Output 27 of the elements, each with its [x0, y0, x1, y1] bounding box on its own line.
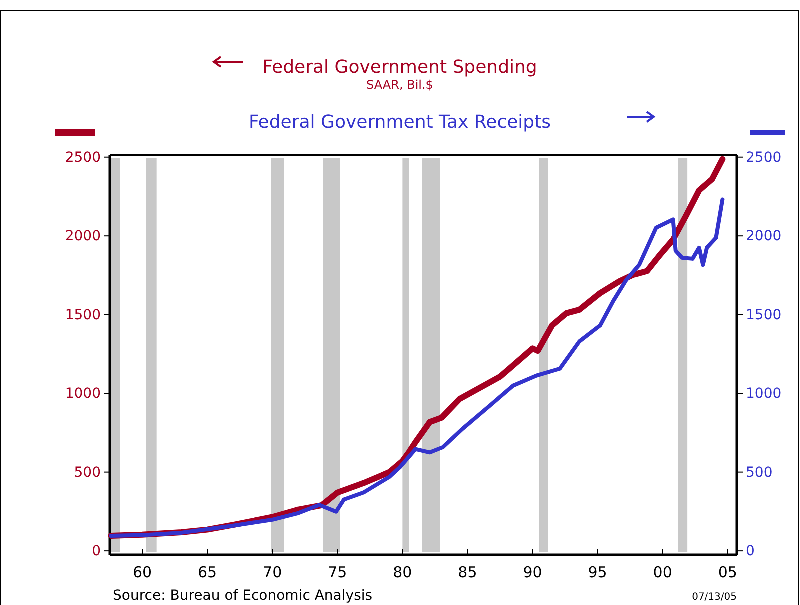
y-tick-label: 1000 [65, 386, 101, 402]
y2-tick-label: 2000 [746, 228, 782, 245]
y-tick-label: 1500 [65, 307, 101, 324]
y-tick-label: 0 [92, 544, 101, 560]
text: Federal Government Tax Receipts [248, 112, 552, 133]
x-tick-label: 65 [198, 564, 218, 582]
y-tick-label: 500 [74, 464, 101, 481]
x-tick-label: 75 [328, 564, 348, 582]
legend-label: Federal Government Spending [262, 57, 538, 78]
y2-tick-label: 500 [746, 464, 773, 481]
x-tick-label: 00 [653, 564, 672, 582]
x-tick-label: 60 [132, 564, 152, 582]
x-tick-label: 80 [393, 564, 412, 582]
x-tick-label: 05 [718, 564, 738, 582]
text: 07/13/05 [692, 592, 737, 603]
x-tick-label: 85 [458, 564, 478, 582]
y2-tick-label: 1500 [746, 307, 782, 324]
source-note: Source: Bureau of Economic Analysis [113, 588, 373, 604]
y2-tick-label: 0 [746, 544, 755, 560]
y-tick-label: 2000 [65, 228, 101, 245]
y2-tick-label: 1000 [746, 386, 782, 402]
x-tick-label: 90 [523, 564, 542, 582]
y2-tick-label: 2500 [746, 150, 782, 166]
x-tick-label: 95 [588, 564, 608, 582]
y-tick-label: 2500 [65, 150, 101, 166]
x-tick-label: 70 [263, 564, 282, 582]
chart-subtitle: SAAR, Bil.$ [366, 78, 434, 92]
